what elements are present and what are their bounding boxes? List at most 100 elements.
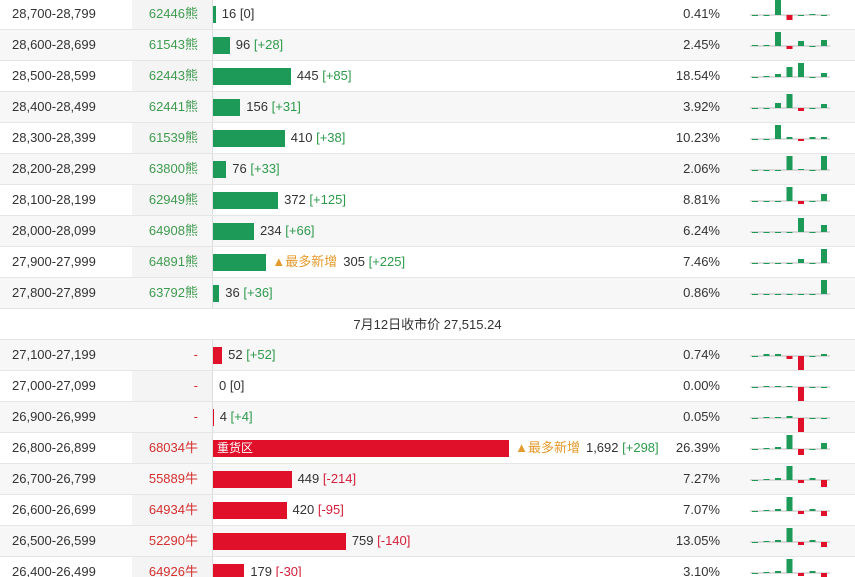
sparkline xyxy=(750,354,830,370)
spark-bar xyxy=(821,15,827,16)
spark-bar xyxy=(798,139,804,141)
spark-bar xyxy=(775,354,781,356)
bar xyxy=(213,471,292,488)
spark-bar xyxy=(809,571,816,573)
table-row: 28,400-28,499 62441熊 156 [+31] 3.92% xyxy=(0,92,855,123)
change: [+52] xyxy=(246,347,276,362)
spark-bar xyxy=(775,571,781,573)
count: 449 xyxy=(297,471,320,486)
range: 28,700-28,799 xyxy=(12,6,96,21)
count-text: 449 [-214] xyxy=(298,464,357,494)
bar-cell: 420 [-95] xyxy=(212,495,344,525)
spark-bar xyxy=(752,480,758,481)
spark-bar xyxy=(809,449,816,450)
sparkline xyxy=(750,187,830,204)
spark-bar xyxy=(752,232,758,233)
spark-bar xyxy=(775,103,781,108)
bar-cell: 36 [+36] xyxy=(212,278,273,308)
range: 27,100-27,199 xyxy=(12,347,96,362)
count-text: 96 [+28] xyxy=(236,30,283,60)
bar xyxy=(213,161,227,178)
count: 372 xyxy=(284,192,306,207)
spark-bar xyxy=(821,40,827,46)
spark-bar xyxy=(821,354,827,356)
spark-bar xyxy=(752,139,758,140)
sparkline xyxy=(750,497,830,516)
bar-cell: 372 [+125] xyxy=(212,185,346,215)
spark-bar xyxy=(798,480,804,483)
bar-cell: ▲最多新增 305 [+225] xyxy=(212,247,405,277)
spark-bar xyxy=(786,497,793,511)
spark-bar xyxy=(809,137,816,139)
count: 445 xyxy=(296,68,319,83)
spark-bar xyxy=(752,542,758,543)
count: 36 xyxy=(225,285,240,300)
spark-bar xyxy=(809,356,816,357)
code: 63800熊 xyxy=(132,154,212,184)
spark-bar xyxy=(798,108,804,111)
spark-bar xyxy=(752,294,758,295)
range: 27,900-27,999 xyxy=(12,254,96,269)
table-row: 27,800-27,899 63792熊 36 [+36] 0.86% xyxy=(0,278,855,309)
sparkline xyxy=(750,386,830,401)
bar-label: 重货区 xyxy=(217,441,254,455)
spark-bar xyxy=(786,294,793,295)
bar xyxy=(213,254,267,271)
count-text: 0 [0] xyxy=(219,371,244,401)
range: 26,900-26,999 xyxy=(12,409,96,424)
sparkline xyxy=(750,466,830,487)
spark-bar xyxy=(763,263,770,264)
spark-bar xyxy=(821,73,827,77)
table-row: 28,300-28,399 61539熊 410 [+38] 10.23% xyxy=(0,123,855,154)
count-text: 52 [+52] xyxy=(228,340,275,370)
spark-bar xyxy=(763,76,770,77)
change: [+225] xyxy=(368,254,406,269)
percent: 0.74% xyxy=(683,347,720,362)
change: [0] xyxy=(239,6,255,21)
code: 61539熊 xyxy=(132,123,212,153)
count: 4 xyxy=(219,409,227,424)
spark-bar xyxy=(752,77,758,78)
change: [+38] xyxy=(316,130,346,145)
spark-bar xyxy=(821,511,827,516)
table-row: 27,000-27,099 -0 [0] 0.00% xyxy=(0,371,855,402)
spark-bar xyxy=(763,15,770,16)
spark-bar xyxy=(763,139,770,140)
bar-cell: 234 [+66] xyxy=(212,216,315,246)
sparkline xyxy=(750,435,830,455)
spark-bar xyxy=(809,108,816,109)
code: - xyxy=(132,371,212,401)
percent: 13.05% xyxy=(675,533,720,548)
count: 1,692 xyxy=(585,440,619,455)
spark-bar xyxy=(809,509,816,511)
table-row: 26,400-26,499 64926牛 179 [-30] 3.10% xyxy=(0,557,855,577)
spark-bar xyxy=(775,294,781,295)
spark-bar xyxy=(763,232,770,233)
table-row: 28,600-28,699 61543熊 96 [+28] 2.45% xyxy=(0,30,855,61)
spark-bar xyxy=(752,170,758,171)
table-row: 26,500-26,599 52290牛 759 [-140] 13.05% xyxy=(0,526,855,557)
code: 68034牛 xyxy=(132,433,212,463)
bar-cell: 4 [+4] xyxy=(212,402,253,432)
code: - xyxy=(132,340,212,370)
spark-bar xyxy=(798,169,804,170)
change: [+298] xyxy=(622,440,659,455)
sparkline xyxy=(750,94,830,111)
bar-cell: 759 [-140] xyxy=(212,526,410,556)
sparkline xyxy=(750,528,830,547)
spark-bar xyxy=(775,417,781,418)
range: 27,800-27,899 xyxy=(12,285,96,300)
spark-bar xyxy=(809,170,816,171)
spark-bar xyxy=(821,418,827,419)
sparkline xyxy=(750,416,830,432)
spark-bar xyxy=(763,417,770,418)
bar xyxy=(213,37,230,54)
spark-bar xyxy=(786,356,793,359)
sparkline xyxy=(750,125,830,141)
spark-bar xyxy=(809,418,816,419)
code: 62443熊 xyxy=(132,61,212,91)
spark-bar xyxy=(775,74,781,77)
spark-bar xyxy=(752,201,758,202)
percent: 0.41% xyxy=(683,6,720,21)
spark-bar xyxy=(798,511,804,514)
